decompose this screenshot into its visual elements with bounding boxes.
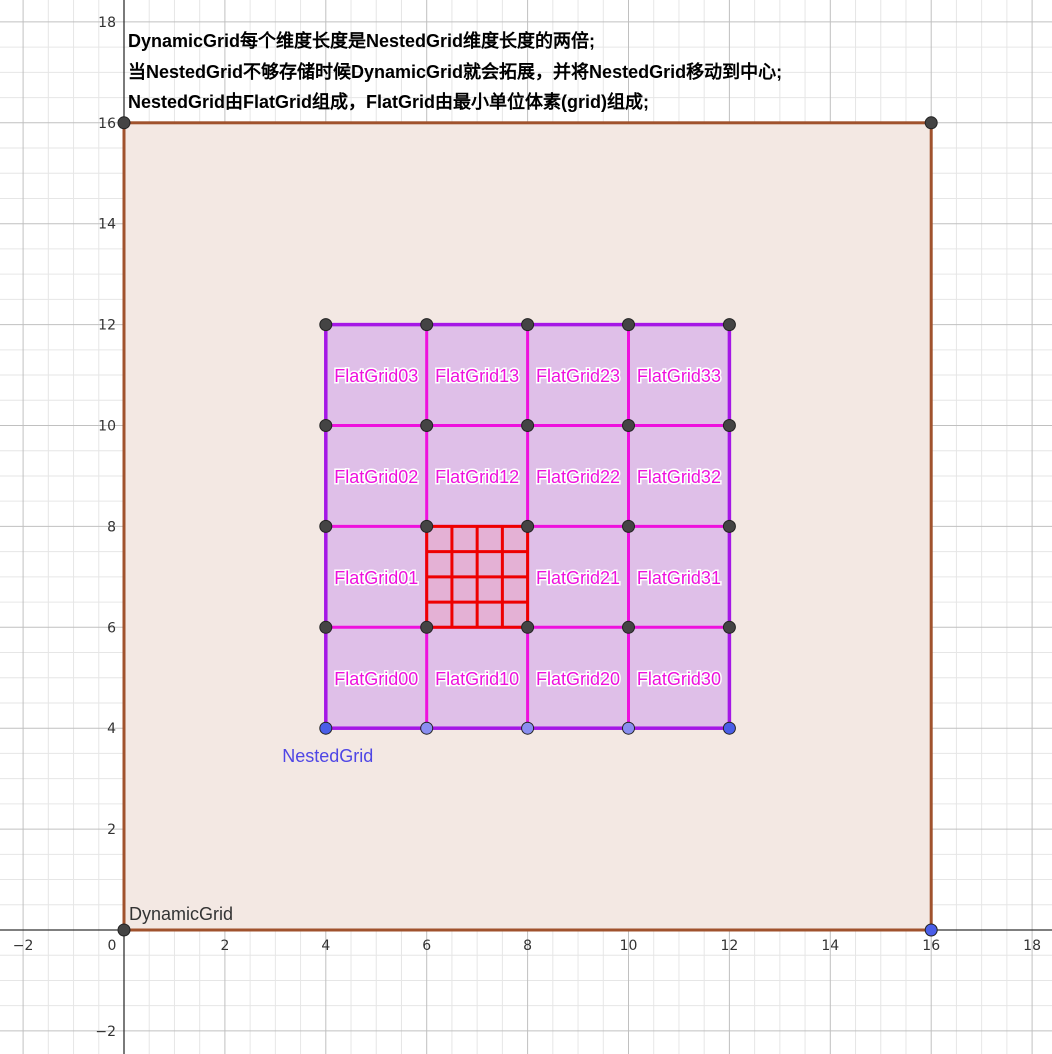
x-tick-label: 14 <box>821 938 839 954</box>
y-tick-label: 16 <box>98 116 116 132</box>
nested-grid-point <box>622 519 635 533</box>
flatgrid-label: FlatGrid02 <box>334 467 418 487</box>
note-line-1: DynamicGrid每个维度长度是NestedGrid维度长度的两倍; <box>128 30 595 51</box>
nested-grid-point <box>622 721 635 735</box>
dynamic-grid-vertex <box>117 116 131 130</box>
y-tick-label: −2 <box>95 1024 116 1040</box>
flatgrid-label: FlatGrid13 <box>435 366 519 386</box>
dynamic-grid-vertex <box>924 116 938 130</box>
flatgrid-label: FlatGrid30 <box>637 669 721 689</box>
dynamic-grid-vertex <box>117 923 131 937</box>
flatgrid-label: FlatGrid33 <box>637 366 721 386</box>
x-tick-label: 4 <box>321 938 330 954</box>
y-tick-label: 12 <box>98 318 116 334</box>
flatgrid-label: FlatGrid31 <box>637 568 721 588</box>
nested-grid-point <box>420 620 434 634</box>
nested-grid-point <box>722 318 736 332</box>
nested-grid-point <box>420 721 434 735</box>
flatgrid-label: FlatGrid10 <box>435 669 519 689</box>
y-tick-label: 14 <box>98 217 116 233</box>
flatgrid-label: FlatGrid32 <box>637 467 721 487</box>
y-tick-label: 10 <box>98 419 116 435</box>
x-tick-label: 6 <box>422 938 431 954</box>
nested-grid-point <box>420 318 434 332</box>
flatgrid-labels: FlatGrid03 FlatGrid13 FlatGrid23 FlatGrid33… <box>333 365 723 691</box>
nested-grid-point <box>521 519 535 533</box>
nested-grid-point <box>319 519 333 533</box>
dynamic-grid-anchor-point <box>924 923 938 937</box>
flatgrid-label: FlatGrid01 <box>334 568 418 588</box>
nested-grid-point <box>420 519 434 533</box>
nested-grid-point <box>521 318 535 332</box>
nested-grid-point <box>722 419 736 432</box>
y-tick-label: 18 <box>98 15 116 31</box>
nested-grid-point <box>622 419 635 432</box>
nested-grid-anchor-point <box>319 721 333 735</box>
grid-points <box>117 116 938 937</box>
nested-grid-point <box>722 620 736 634</box>
x-tick-label: 16 <box>922 938 940 954</box>
nested-grid-point <box>319 419 333 432</box>
flatgrid-label: FlatGrid00 <box>334 669 418 689</box>
x-tick-label: 18 <box>1023 938 1041 954</box>
flatgrid-label: FlatGrid21 <box>536 568 620 588</box>
y-tick-label: 4 <box>107 721 116 737</box>
nested-grid-point <box>319 318 333 332</box>
y-tick-label: 8 <box>107 519 116 535</box>
note-line-2: 当NestedGrid不够存储时候DynamicGrid就会拓展，并将Neste… <box>128 61 782 82</box>
flatgrid-label: FlatGrid22 <box>536 467 620 487</box>
nested-grid-anchor-point <box>722 721 736 735</box>
note-line-3: NestedGrid由FlatGrid组成，FlatGrid由最小单位体素(gr… <box>128 91 649 112</box>
object-labels: DynamicGrid NestedGrid <box>129 746 373 924</box>
flatgrid-label: FlatGrid12 <box>435 467 519 487</box>
x-tick-label: 12 <box>720 938 738 954</box>
x-tick-label: 10 <box>620 938 638 954</box>
x-tick-label: 0 <box>108 938 117 954</box>
notes: DynamicGrid每个维度长度是NestedGrid维度长度的两倍; 当Ne… <box>128 30 782 112</box>
nested-grid-label: NestedGrid <box>282 746 373 766</box>
nested-grid-point <box>521 419 535 432</box>
nested-grid-point <box>319 620 333 634</box>
tick-labels: −2 0 2 4 6 8 10 12 14 16 18 18 16 14 12 10 8 6 4 2 −2 <box>13 15 1041 1040</box>
nested-grid-point <box>622 318 635 332</box>
nested-grid-point <box>521 721 535 735</box>
nested-grid-point <box>420 419 434 432</box>
nested-grid-point <box>622 620 635 634</box>
flatgrid-label: FlatGrid20 <box>536 669 620 689</box>
nested-grid-point <box>521 620 535 634</box>
x-tick-label: 8 <box>523 938 532 954</box>
y-tick-label: 6 <box>107 620 116 636</box>
y-tick-label: 2 <box>107 822 116 838</box>
x-tick-label: 2 <box>220 938 229 954</box>
x-tick-label: −2 <box>13 938 34 954</box>
voxel-grid <box>425 524 530 629</box>
dynamic-grid-label: DynamicGrid <box>129 904 233 924</box>
flatgrid-label: FlatGrid03 <box>334 366 418 386</box>
nested-grid-point <box>722 519 736 533</box>
flatgrid-label: FlatGrid23 <box>536 366 620 386</box>
